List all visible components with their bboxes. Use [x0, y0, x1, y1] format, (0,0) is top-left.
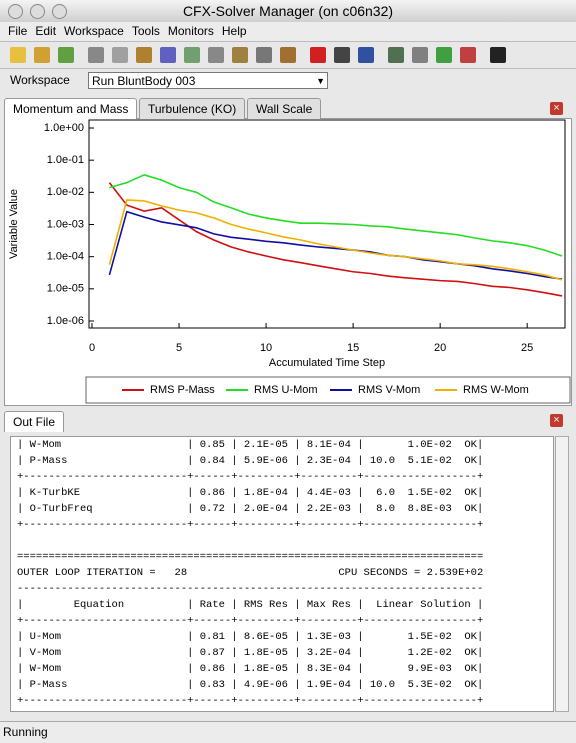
workspace-value: Run BluntBody 003	[92, 74, 196, 88]
toolbar-button[interactable]	[232, 47, 248, 63]
toolbar-button[interactable]	[310, 47, 326, 63]
out-line: +--------------------------+------+-----…	[17, 471, 484, 483]
chart-tab[interactable]: Wall Scale	[247, 98, 322, 119]
chart: 1.0e-06 1.0e-05 1.0e-04 1.0e-03 1.0e-02 1.0e-…	[8, 119, 571, 404]
chart-tab[interactable]: Momentum and Mass	[4, 98, 138, 119]
toolbar-button[interactable]	[460, 47, 476, 63]
out-line: | O-TurbFreq | 0.72 | 2.0E-04 | 2.2E-03 …	[17, 503, 484, 515]
scrollbar[interactable]	[555, 436, 569, 712]
chart-panel	[4, 118, 572, 406]
window-title: CFX-Solver Manager (on c06n32)	[182, 3, 394, 19]
menu-bar: File Edit Workspace Tools Monitors Help	[0, 22, 576, 42]
chart-tabs: Momentum and Mass Turbulence (KO) Wall Sca…	[4, 98, 572, 119]
toolbar-button[interactable]	[436, 47, 452, 63]
toolbar-button[interactable]	[58, 47, 74, 63]
workspace-label: Workspace	[10, 73, 70, 87]
x-tick-label: 15	[347, 342, 359, 354]
out-file-text: | W-Mom | 0.85 | 2.1E-05 | 8.1E-04 | 1.0…	[10, 436, 554, 712]
toolbar	[0, 42, 576, 69]
close-chart-panel[interactable]: ×	[550, 102, 563, 115]
x-tick-label: 25	[521, 342, 533, 354]
x-tick-label: 0	[89, 342, 95, 354]
legend-label: RMS V-Mom	[358, 384, 420, 396]
toolbar-button[interactable]	[412, 47, 428, 63]
toolbar-button[interactable]	[88, 47, 104, 63]
out-line: | Equation | Rate | RMS Res | Max Res | …	[17, 599, 484, 611]
menu-item[interactable]: Help	[221, 24, 247, 38]
out-line: +--------------------------+------+-----…	[17, 615, 484, 627]
x-axis-label: Accumulated Time Step	[269, 357, 385, 369]
legend-label: RMS U-Mom	[254, 384, 318, 396]
y-tick-label: 1.0e-02	[47, 186, 84, 198]
toolbar-button[interactable]	[358, 47, 374, 63]
x-tick-label: 5	[176, 342, 182, 354]
minimize-button[interactable]	[30, 4, 45, 19]
zoom-button[interactable]	[52, 4, 67, 19]
menu-item[interactable]: Edit	[35, 24, 57, 38]
out-line: | W-Mom | 0.86 | 1.8E-05 | 8.3E-04 | 9.9…	[17, 663, 484, 675]
y-tick-label: 1.0e-04	[47, 251, 84, 263]
workspace-select[interactable]: Run BluntBody 003 ▼	[88, 72, 328, 89]
legend-label: RMS P-Mass	[150, 384, 215, 396]
y-tick-label: 1.0e-06	[47, 315, 84, 327]
out-line: ----------------------------------------…	[17, 583, 484, 595]
y-tick-label: 1.0e+00	[44, 122, 84, 134]
series-line	[108, 199, 563, 281]
out-line: OUTER LOOP ITERATION = 28 CPU SECONDS = …	[17, 567, 484, 579]
out-line: ========================================…	[17, 551, 484, 563]
menu-item[interactable]: Workspace	[64, 24, 124, 38]
x-tick-label: 10	[260, 342, 272, 354]
y-axis-label: Variable Value	[8, 189, 20, 259]
toolbar-button[interactable]	[388, 47, 404, 63]
x-tick-label: 20	[434, 342, 446, 354]
out-line	[11, 533, 553, 549]
series-line	[108, 210, 563, 280]
title-bar: CFX-Solver Manager (on c06n32)	[0, 0, 576, 23]
out-line: +--------------------------+------+-----…	[17, 519, 484, 531]
toolbar-button[interactable]	[34, 47, 50, 63]
out-line: | W-Mom | 0.85 | 2.1E-05 | 8.1E-04 | 1.0…	[17, 439, 484, 451]
y-tick-label: 1.0e-03	[47, 218, 84, 230]
menu-item[interactable]: Monitors	[167, 24, 214, 38]
toolbar-button[interactable]	[10, 47, 26, 63]
series-line	[109, 173, 563, 257]
chart-tab[interactable]: Turbulence (KO)	[139, 98, 246, 119]
out-line: +--------------------------+------+-----…	[17, 695, 484, 707]
status-text: Running	[3, 725, 48, 739]
status-bar: Running	[0, 721, 576, 743]
series-line	[108, 182, 563, 297]
toolbar-button[interactable]	[208, 47, 224, 63]
close-button[interactable]	[8, 4, 23, 19]
close-out-panel[interactable]: ×	[550, 414, 563, 427]
dropdown-arrow: ▼	[316, 76, 325, 86]
toolbar-button[interactable]	[136, 47, 152, 63]
legend-label: RMS W-Mom	[463, 384, 529, 396]
toolbar-button[interactable]	[280, 47, 296, 63]
out-line: | P-Mass | 0.84 | 5.9E-06 | 2.3E-04 | 10…	[17, 455, 484, 467]
y-tick-label: 1.0e-05	[47, 283, 84, 295]
toolbar-button[interactable]	[334, 47, 350, 63]
out-tabs: Out File	[4, 410, 572, 432]
menu-item[interactable]: Tools	[131, 24, 160, 38]
out-line: | U-Mom | 0.81 | 8.6E-05 | 1.3E-03 | 1.5…	[17, 631, 484, 643]
workspace-row: Workspace Run BluntBody 003 ▼	[0, 70, 576, 92]
out-line: | P-Mass | 0.83 | 4.9E-06 | 1.9E-04 | 10…	[17, 679, 484, 691]
toolbar-button[interactable]	[256, 47, 272, 63]
legend-box	[85, 376, 571, 404]
toolbar-button[interactable]	[490, 47, 506, 63]
toolbar-button[interactable]	[160, 47, 176, 63]
y-tick-label: 1.0e-01	[47, 154, 84, 166]
out-tab[interactable]: Out File	[4, 411, 65, 432]
toolbar-button[interactable]	[184, 47, 200, 63]
toolbar-button[interactable]	[112, 47, 128, 63]
menu-item[interactable]: File	[8, 24, 28, 38]
out-line: | V-Mom | 0.87 | 1.8E-05 | 3.2E-04 | 1.2…	[17, 647, 484, 659]
out-line: | K-TurbKE | 0.86 | 1.8E-04 | 4.4E-03 | …	[17, 487, 484, 499]
